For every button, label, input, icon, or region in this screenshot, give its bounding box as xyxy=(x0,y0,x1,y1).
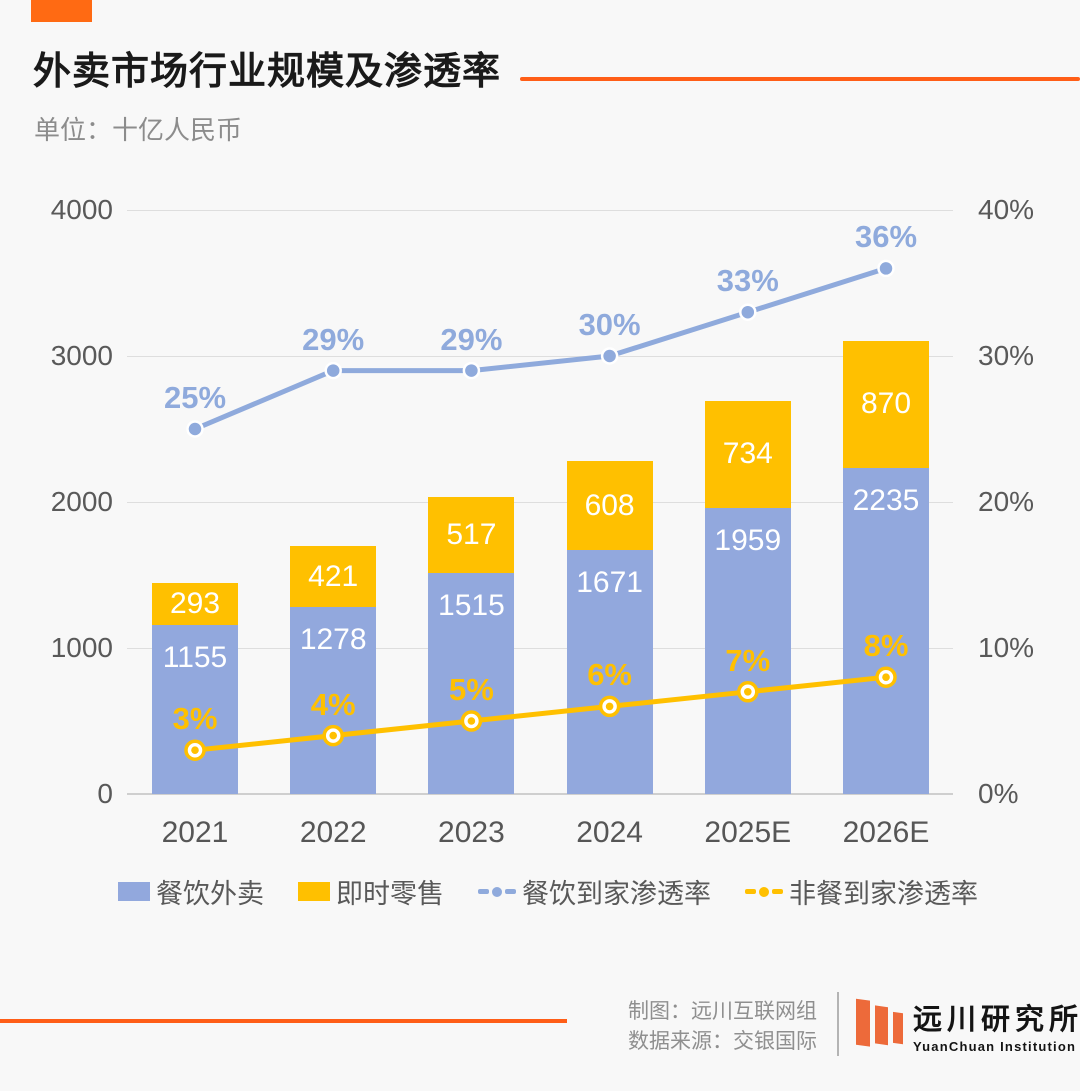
logo-text-block: 远川研究所 YuanChuan Institution xyxy=(913,996,1080,1054)
stacked-bar: 517 1515 xyxy=(428,497,515,794)
legend-line-swatch xyxy=(478,886,516,897)
unit-subtitle: 单位：十亿人民币 xyxy=(34,115,243,145)
right-axis-label: 30% xyxy=(978,340,1035,371)
stacked-bar: 421 1278 xyxy=(290,545,377,794)
logo-name: 远川研究所 xyxy=(913,1004,1080,1036)
instant-retail-segment xyxy=(290,545,377,608)
stacked-bar: 734 1959 xyxy=(704,400,791,794)
legend-dash xyxy=(745,889,756,894)
instant-retail-value: 421 xyxy=(308,559,359,593)
y-axis-label: 3000 xyxy=(50,340,113,371)
x-axis-label: 2021 xyxy=(161,816,229,849)
legend-square-swatch xyxy=(298,882,330,901)
instant-retail-value: 870 xyxy=(860,387,912,421)
legend-item: 即时零售 xyxy=(298,872,444,911)
food-delivery-value: 2235 xyxy=(852,483,920,517)
instant-retail-segment xyxy=(152,582,238,626)
instant-retail-value: 517 xyxy=(446,518,497,552)
instant-retail-value: 293 xyxy=(169,586,221,620)
instant-retail-segment xyxy=(428,497,515,573)
title-accent-line xyxy=(520,77,1080,81)
x-axis-label: 2024 xyxy=(576,816,643,849)
logo: 远川研究所 YuanChuan Institution xyxy=(856,996,1080,1054)
y-axis-label: 2000 xyxy=(50,486,113,517)
legend-item: 餐饮到家渗透率 xyxy=(478,872,711,911)
grid-line xyxy=(127,793,953,795)
y-axis-label: 1000 xyxy=(50,632,113,663)
right-axis-label: 0% xyxy=(978,778,1019,809)
legend-square-swatch xyxy=(118,882,150,901)
x-axis-label: 2023 xyxy=(438,816,505,849)
food-delivery-value: 1959 xyxy=(714,523,782,557)
x-axis-label: 2026E xyxy=(842,816,930,849)
legend-dot xyxy=(759,886,769,897)
stacked-bar: 608 1671 xyxy=(566,461,653,794)
legend-label: 餐饮外卖 xyxy=(156,879,264,909)
instant-retail-value: 608 xyxy=(584,488,635,522)
right-axis-label: 40% xyxy=(978,194,1035,225)
y-axis-label: 4000 xyxy=(50,194,113,225)
grid-line xyxy=(127,648,953,649)
legend-dash xyxy=(505,889,516,894)
legend: 餐饮外卖 即时零售 餐饮到家渗透率 非餐到家渗透率 xyxy=(118,872,978,911)
food-delivery-segment xyxy=(566,550,653,794)
credit-source: 数据来源：交银国际 xyxy=(628,1030,817,1053)
credit-author: 制图：远川互联网组 xyxy=(628,1000,817,1023)
food-delivery-value: 1515 xyxy=(438,588,505,622)
grid-line xyxy=(127,356,953,357)
instant-retail-value: 734 xyxy=(722,437,773,471)
instant-retail-segment xyxy=(566,461,653,551)
food-delivery-value: 1671 xyxy=(576,566,643,600)
legend-item: 餐饮外卖 xyxy=(118,872,264,911)
legend-dot xyxy=(492,886,502,897)
logo-subtext: YuanChuan Institution xyxy=(913,1039,1077,1054)
legend-label: 餐饮到家渗透率 xyxy=(522,879,711,909)
accent-square xyxy=(31,0,92,22)
y-axis-label: 0 xyxy=(97,778,113,809)
legend-line-swatch xyxy=(745,886,783,897)
right-axis-label: 20% xyxy=(978,486,1035,517)
logo-bars-icon xyxy=(856,998,903,1052)
grid-line xyxy=(127,502,953,503)
legend-label: 即时零售 xyxy=(336,879,444,909)
page-title: 外卖市场行业规模及渗透率 xyxy=(33,51,502,93)
legend-label: 非餐到家渗透率 xyxy=(789,879,978,909)
legend-item: 非餐到家渗透率 xyxy=(745,872,978,911)
legend-dash xyxy=(772,889,783,894)
x-axis-label: 2022 xyxy=(299,816,367,849)
footer-accent-line xyxy=(0,1019,567,1023)
credits-block: 制图：远川互联网组 数据来源：交银国际 xyxy=(628,997,817,1057)
food-delivery-value: 1278 xyxy=(299,623,367,657)
food-delivery-value: 1155 xyxy=(162,641,228,675)
stacked-bar: 870 2235 xyxy=(843,340,929,794)
x-axis-label: 2025E xyxy=(704,816,792,849)
legend-dash xyxy=(478,889,489,894)
footer-divider xyxy=(837,992,839,1056)
stacked-bar: 293 1155 xyxy=(152,582,238,794)
right-axis-label: 10% xyxy=(978,632,1035,663)
grid-line xyxy=(127,210,953,211)
